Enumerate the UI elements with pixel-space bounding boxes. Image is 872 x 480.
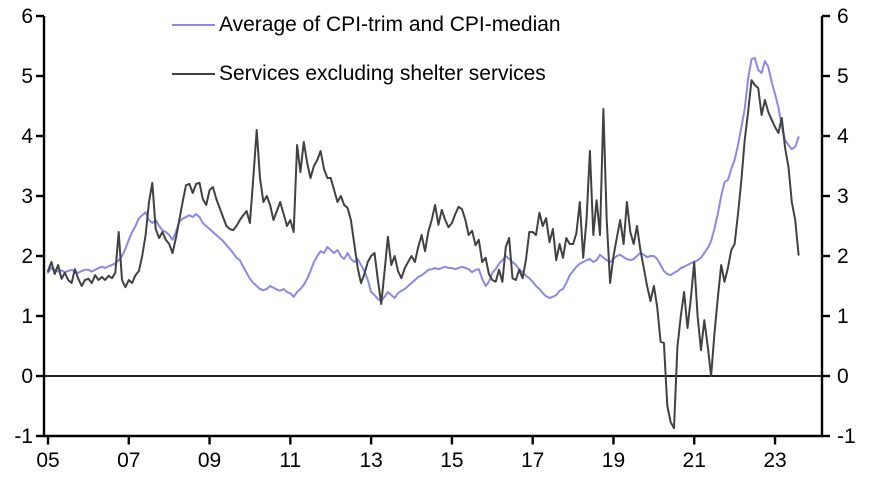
y-tick-label-right: 4 (837, 125, 849, 148)
series-line-cpi-trim-median-average (47, 57, 800, 302)
y-tick-label-right: 6 (837, 5, 849, 28)
y-tick-label-left: 6 (21, 5, 33, 28)
y-tick-label-left: 5 (21, 65, 33, 88)
y-tick-label-right: -1 (837, 425, 856, 448)
x-tick-label: 11 (279, 449, 301, 472)
x-tick-label: 17 (521, 449, 544, 472)
y-tick-label-left: 0 (21, 365, 33, 388)
x-tick-label: 15 (440, 449, 463, 472)
x-tick-label: 13 (359, 449, 382, 472)
x-tick-label: 07 (117, 449, 140, 472)
x-tick-label: 05 (36, 449, 59, 472)
y-tick-label-left: 4 (21, 125, 33, 148)
y-tick-label-left: 1 (21, 305, 33, 328)
x-tick-label: 09 (198, 449, 221, 472)
y-tick-label-left: -1 (14, 425, 33, 448)
y-tick-label-right: 3 (837, 185, 849, 208)
x-tick-label: 21 (683, 449, 706, 472)
y-tick-label-left: 3 (21, 185, 33, 208)
y-tick-label-right: 1 (837, 305, 849, 328)
y-tick-label-right: 2 (837, 245, 849, 268)
legend-item-services-ex-shelter: Services excluding shelter services (172, 49, 561, 98)
legend: Average of CPI-trim and CPI-median Servi… (172, 0, 561, 98)
legend-item-cpi-avg: Average of CPI-trim and CPI-median (172, 0, 561, 49)
y-tick-label-right: 0 (837, 365, 849, 388)
legend-line-sample-services-ex-shelter (172, 72, 215, 75)
y-tick-label-right: 5 (837, 65, 849, 88)
x-tick-label: 19 (602, 449, 625, 472)
legend-label-cpi-avg: Average of CPI-trim and CPI-median (219, 12, 561, 36)
legend-label-services-ex-shelter: Services excluding shelter services (219, 61, 546, 85)
series-line-services-excluding-shelter (47, 79, 800, 430)
legend-line-sample-cpi-avg (172, 23, 215, 26)
x-tick-label: 23 (763, 449, 786, 472)
y-tick-label-left: 2 (21, 245, 33, 268)
